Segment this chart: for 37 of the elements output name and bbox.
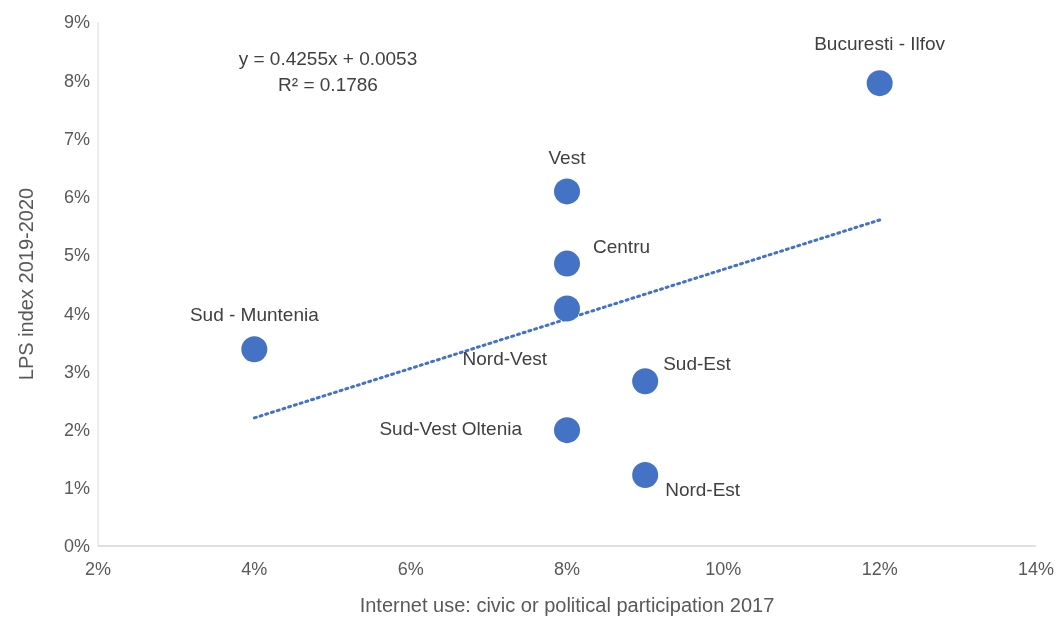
point: [554, 178, 580, 205]
annotation: y = 0.4255x + 0.0053: [237, 47, 419, 71]
y-tick-label: 0%: [63, 536, 90, 557]
annotation: Sud - Muntenia: [189, 304, 320, 326]
point: [554, 295, 580, 322]
y-tick-label: 4%: [63, 303, 90, 324]
x-tick-label: 14%: [1017, 558, 1055, 579]
x-tick-label: 10%: [705, 558, 742, 579]
point: [241, 336, 268, 363]
annotation: Centru: [593, 235, 651, 257]
annotation: Sud-Vest Oltenia: [379, 418, 523, 440]
x-tick-label: 8%: [553, 558, 581, 579]
y-tick-label: 8%: [63, 70, 90, 91]
y-tick-label: 9%: [63, 12, 90, 33]
y-tick-label: 1%: [63, 478, 90, 499]
annotation: Nord-Est: [665, 478, 741, 500]
y-tick-label: 7%: [63, 128, 90, 149]
annotation: Sud-Est: [663, 353, 732, 375]
point: [866, 70, 893, 97]
annotation: R² = 0.1786: [277, 73, 379, 97]
x-axis-title: Internet use: civic or political participation 2017: [359, 594, 775, 616]
y-tick-label: 5%: [63, 245, 90, 266]
annotation: Nord-Vest: [462, 348, 548, 370]
point: [632, 368, 659, 395]
x-tick-label: 12%: [861, 558, 898, 579]
y-axis-title: LPS index 2019-2020: [15, 187, 38, 381]
x-tick-label: 2%: [84, 558, 112, 579]
annotation: Vest: [548, 147, 587, 169]
y-tick-label: 3%: [63, 361, 90, 382]
x-tick-label: 6%: [397, 558, 424, 579]
point: [554, 250, 580, 277]
y-tick-label: 6%: [63, 187, 90, 208]
x-tick-label: 4%: [241, 558, 268, 579]
point: [554, 417, 580, 444]
point: [632, 461, 659, 488]
annotation: Bucuresti - Ilfov: [814, 33, 946, 55]
y-tick-label: 2%: [63, 419, 90, 440]
